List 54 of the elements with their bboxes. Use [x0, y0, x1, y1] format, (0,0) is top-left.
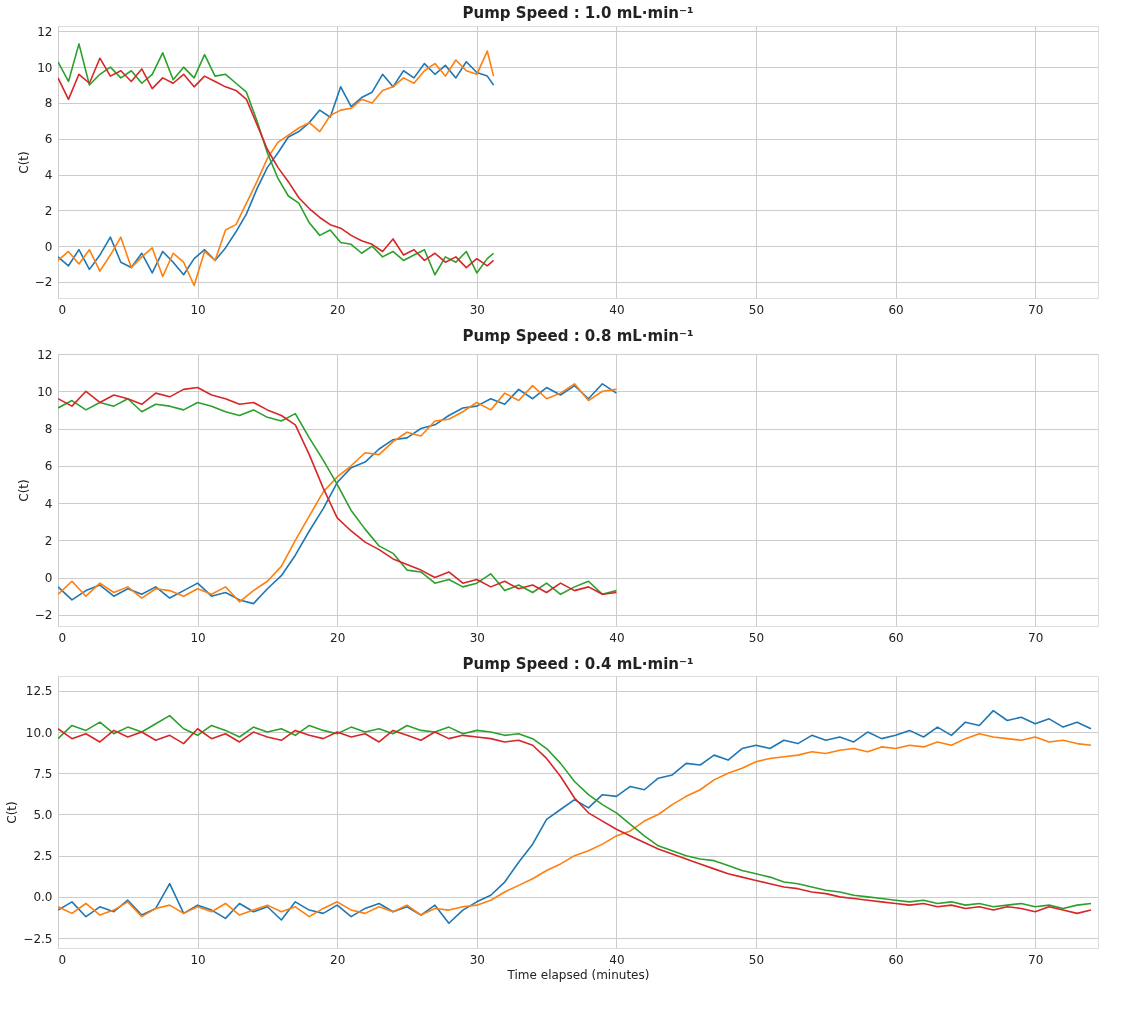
y-tick-label: −2 [34, 608, 53, 623]
y-tick-label: 0 [44, 239, 53, 254]
x-tick-label: 40 [609, 302, 625, 317]
y-tick-label: 8 [44, 96, 53, 111]
y-tick-label: 2 [44, 203, 53, 218]
y-tick-label: 6 [44, 459, 53, 474]
x-tick-label: 0 [58, 630, 67, 645]
y-axis-title: C(t) [16, 151, 31, 174]
x-tick-label: 20 [330, 952, 346, 967]
y-tick-label: 12.5 [25, 684, 53, 699]
y-axis-title: C(t) [16, 479, 31, 502]
x-tick-label: 40 [609, 630, 625, 645]
y-tick-label: 0 [44, 571, 53, 586]
y-tick-label: 12 [37, 24, 53, 39]
y-tick-label: 10.0 [25, 725, 53, 740]
x-tick-label: 0 [58, 302, 67, 317]
x-tick-label: 20 [330, 302, 346, 317]
x-tick-label: 60 [888, 952, 904, 967]
y-tick-label: 5.0 [33, 807, 53, 822]
x-tick-label: 30 [469, 302, 485, 317]
x-tick-label: 20 [330, 630, 346, 645]
y-tick-label: 4 [44, 496, 53, 511]
x-tick-label: 40 [609, 952, 625, 967]
x-tick-label: 10 [190, 302, 206, 317]
x-tick-label: 10 [190, 630, 206, 645]
x-tick-label: 60 [888, 302, 904, 317]
x-tick-label: 70 [1028, 952, 1044, 967]
y-tick-label: 0.0 [33, 890, 53, 905]
x-tick-label: 70 [1028, 302, 1044, 317]
y-tick-label: 2 [44, 533, 53, 548]
x-tick-label: 50 [748, 952, 765, 967]
x-tick-label: 0 [58, 952, 67, 967]
x-axis-title: Time elapsed (minutes) [506, 967, 650, 982]
x-tick-label: 10 [190, 952, 206, 967]
y-tick-label: 8 [44, 422, 53, 437]
x-tick-label: 30 [469, 952, 485, 967]
x-tick-label: 30 [469, 630, 485, 645]
y-tick-label: −2.5 [23, 931, 53, 946]
y-tick-label: 6 [44, 132, 53, 147]
y-tick-label: 7.5 [33, 766, 53, 781]
y-tick-label: 10 [37, 384, 53, 399]
y-tick-label: 10 [37, 60, 53, 75]
x-tick-label: 50 [748, 630, 765, 645]
chart-title: Pump Speed : 0.4 mL·min⁻¹ [462, 655, 694, 673]
x-tick-label: 70 [1028, 630, 1044, 645]
y-tick-label: 12 [37, 347, 53, 362]
chart-title: Pump Speed : 1.0 mL·min⁻¹ [462, 4, 694, 23]
y-axis-title: C(t) [5, 801, 20, 824]
x-tick-label: 60 [888, 630, 904, 645]
y-tick-label: 4 [44, 168, 53, 183]
y-tick-label: −2 [34, 275, 53, 290]
y-tick-label: 2.5 [33, 849, 53, 864]
x-tick-label: 50 [748, 302, 765, 317]
chart-title: Pump Speed : 0.8 mL·min⁻¹ [462, 327, 694, 345]
